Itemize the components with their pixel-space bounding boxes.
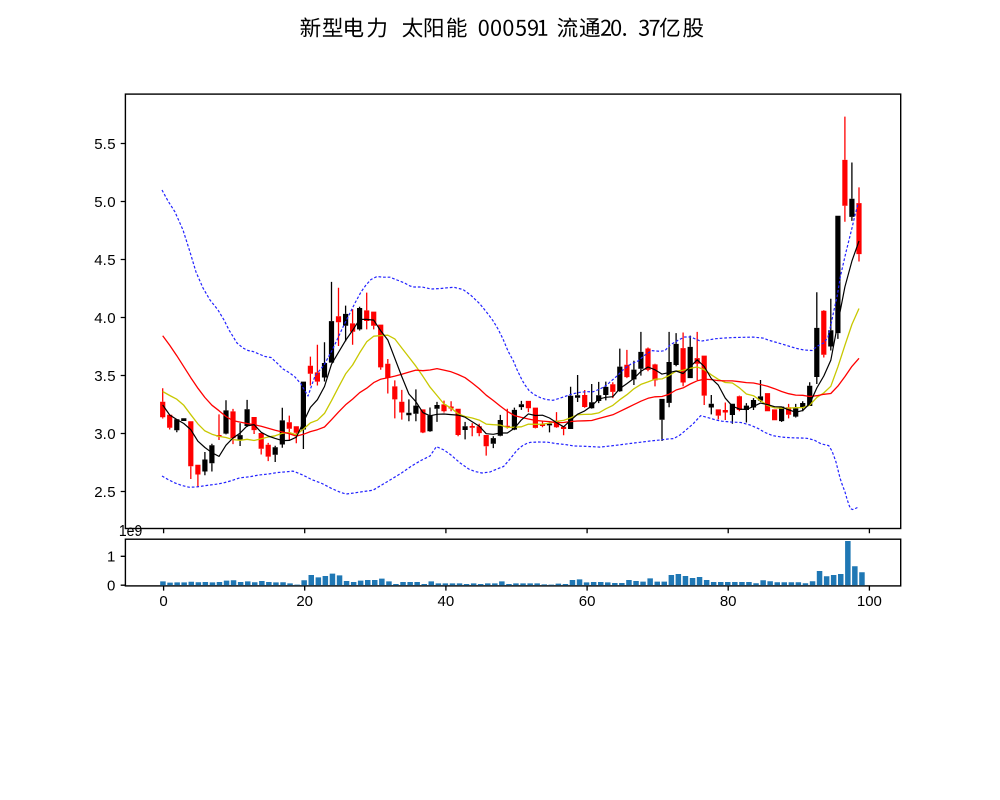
svg-text:1: 1 [107, 549, 115, 566]
svg-text:100: 100 [857, 593, 882, 610]
svg-text:5.5: 5.5 [94, 136, 115, 153]
svg-text:2.5: 2.5 [94, 484, 115, 501]
svg-text:4.5: 4.5 [94, 252, 115, 269]
svg-text:40: 40 [438, 593, 455, 610]
svg-text:60: 60 [579, 593, 596, 610]
svg-text:3.0: 3.0 [94, 426, 115, 443]
svg-text:80: 80 [720, 593, 737, 610]
svg-text:4.0: 4.0 [94, 310, 115, 327]
svg-text:1e9: 1e9 [119, 523, 142, 540]
svg-text:20: 20 [296, 593, 313, 610]
svg-text:3.5: 3.5 [94, 368, 115, 385]
svg-text:0: 0 [159, 593, 167, 610]
svg-text:5.0: 5.0 [94, 194, 115, 211]
svg-text:0: 0 [107, 578, 115, 595]
